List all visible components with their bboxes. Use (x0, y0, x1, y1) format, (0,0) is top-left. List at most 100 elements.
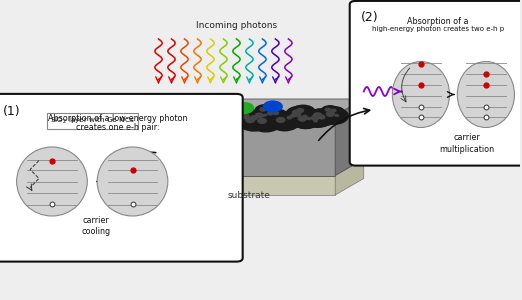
Circle shape (216, 108, 224, 113)
Circle shape (175, 110, 183, 114)
Circle shape (298, 116, 306, 121)
Circle shape (292, 113, 319, 128)
Polygon shape (335, 99, 364, 176)
Circle shape (251, 114, 281, 132)
Circle shape (293, 112, 301, 116)
Circle shape (314, 113, 322, 118)
Circle shape (161, 113, 168, 117)
Circle shape (147, 101, 165, 112)
Text: creates one e-h pair:: creates one e-h pair: (76, 123, 160, 132)
Circle shape (311, 118, 323, 125)
Circle shape (331, 109, 336, 112)
Circle shape (169, 106, 195, 121)
Circle shape (188, 113, 208, 125)
Circle shape (177, 110, 204, 126)
Text: Absorption of a low-energy photon: Absorption of a low-energy photon (49, 114, 188, 123)
Text: carrier
cooling: carrier cooling (81, 216, 111, 236)
Circle shape (299, 117, 306, 121)
Circle shape (246, 118, 254, 123)
Circle shape (311, 116, 318, 120)
Circle shape (144, 108, 169, 122)
Circle shape (306, 109, 336, 126)
Circle shape (136, 114, 141, 117)
Circle shape (169, 115, 173, 117)
Circle shape (291, 105, 315, 119)
Circle shape (259, 114, 264, 117)
Text: Absorption of a: Absorption of a (407, 17, 469, 26)
Circle shape (170, 111, 176, 114)
Circle shape (314, 120, 317, 122)
Circle shape (165, 113, 180, 121)
Circle shape (137, 113, 143, 116)
Text: high-energy photon creates two e-h p: high-energy photon creates two e-h p (372, 26, 504, 32)
Circle shape (307, 117, 311, 119)
Circle shape (150, 111, 157, 115)
Circle shape (292, 110, 301, 115)
Circle shape (183, 114, 191, 118)
Circle shape (255, 113, 263, 117)
Circle shape (241, 114, 249, 118)
Circle shape (255, 105, 277, 117)
FancyBboxPatch shape (47, 112, 138, 129)
Circle shape (141, 117, 147, 120)
Circle shape (268, 112, 274, 115)
Polygon shape (127, 159, 364, 175)
Circle shape (292, 113, 319, 128)
Circle shape (303, 115, 307, 118)
Circle shape (129, 113, 143, 121)
Text: substrate: substrate (228, 190, 271, 200)
Circle shape (283, 114, 300, 123)
Circle shape (138, 106, 158, 118)
Circle shape (218, 114, 235, 124)
Circle shape (226, 110, 233, 114)
FancyBboxPatch shape (0, 94, 243, 262)
Circle shape (154, 118, 158, 120)
Circle shape (222, 116, 227, 119)
Circle shape (287, 109, 314, 124)
Circle shape (175, 118, 179, 120)
Text: (1): (1) (3, 105, 20, 118)
Ellipse shape (17, 147, 87, 216)
Circle shape (263, 109, 283, 121)
Text: carrier
multiplication: carrier multiplication (440, 134, 495, 154)
Circle shape (209, 103, 240, 121)
Circle shape (306, 111, 332, 126)
Circle shape (173, 117, 184, 123)
Polygon shape (127, 99, 364, 116)
Circle shape (177, 103, 196, 113)
Circle shape (262, 113, 272, 119)
Circle shape (204, 112, 212, 116)
Circle shape (319, 108, 348, 124)
Circle shape (312, 115, 319, 119)
Circle shape (269, 113, 300, 131)
Text: Incoming photons: Incoming photons (196, 21, 277, 30)
Circle shape (132, 110, 153, 122)
Text: SiO$_2$ layer with Ge NCs: SiO$_2$ layer with Ge NCs (50, 116, 135, 126)
Circle shape (240, 113, 244, 116)
Circle shape (313, 112, 336, 125)
Circle shape (256, 112, 271, 121)
Circle shape (129, 114, 140, 120)
Circle shape (200, 114, 208, 119)
Circle shape (269, 110, 287, 119)
Circle shape (240, 118, 243, 120)
Circle shape (166, 109, 185, 120)
Circle shape (143, 109, 149, 112)
Circle shape (218, 106, 247, 123)
Circle shape (151, 116, 164, 124)
Polygon shape (335, 159, 364, 195)
Circle shape (244, 112, 269, 127)
Circle shape (235, 103, 254, 113)
Circle shape (305, 112, 331, 127)
Circle shape (250, 110, 276, 125)
Circle shape (156, 114, 161, 117)
Circle shape (335, 115, 338, 116)
Circle shape (326, 112, 335, 116)
Polygon shape (127, 116, 335, 176)
Circle shape (193, 110, 222, 127)
Circle shape (132, 115, 135, 117)
Circle shape (286, 106, 314, 123)
Circle shape (250, 116, 257, 120)
Circle shape (297, 109, 303, 112)
Circle shape (304, 116, 317, 123)
